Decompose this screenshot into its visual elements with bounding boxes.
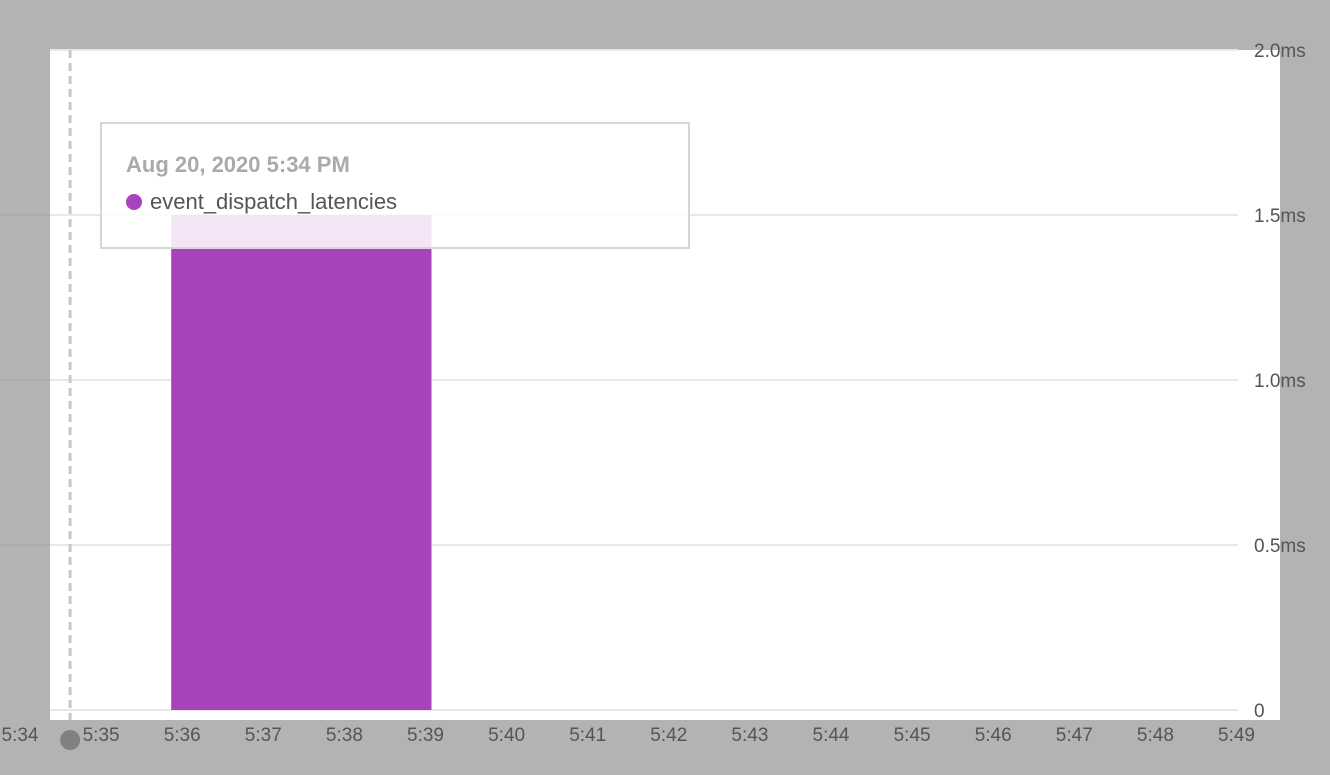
x-tick-label: 5:40 bbox=[488, 725, 525, 746]
x-tick-label: 5:45 bbox=[894, 725, 931, 746]
x-tick-label: 5:43 bbox=[731, 725, 768, 746]
x-tick-label: 5:47 bbox=[1056, 725, 1093, 746]
x-axis-labels: 5:34 5:35 5:36 5:37 5:38 5:39 5:40 5:41 5:42 5:43… bbox=[2, 725, 1255, 746]
x-tick-label: 5:46 bbox=[975, 725, 1012, 746]
y-tick-label: 0 bbox=[1254, 701, 1265, 722]
x-tick-label: 5:36 bbox=[164, 725, 201, 746]
x-tick-label: 5:48 bbox=[1137, 725, 1174, 746]
background-grid bbox=[0, 214, 50, 546]
cursor-handle[interactable] bbox=[60, 730, 81, 750]
bar-series bbox=[171, 215, 432, 710]
x-tick-label: 5:49 bbox=[1218, 725, 1255, 746]
x-tick-label: 5:34 bbox=[2, 725, 39, 746]
y-tick-label: 0.5ms bbox=[1254, 536, 1306, 557]
y-tick-label: 2.0ms bbox=[1254, 41, 1306, 62]
x-tick-label: 5:38 bbox=[326, 725, 363, 746]
x-tick-label: 5:44 bbox=[813, 725, 850, 746]
x-tick-label: 5:39 bbox=[407, 725, 444, 746]
x-tick-label: 5:37 bbox=[245, 725, 282, 746]
x-tick-label: 5:35 bbox=[83, 725, 120, 746]
tooltip-series-dot bbox=[126, 194, 142, 210]
bar[interactable] bbox=[171, 215, 432, 710]
y-tick-label: 1.5ms bbox=[1254, 206, 1306, 227]
tooltip-series-name: event_dispatch_latencies bbox=[150, 189, 397, 214]
y-tick-label: 1.0ms bbox=[1254, 371, 1306, 392]
x-tick-label: 5:42 bbox=[650, 725, 687, 746]
tooltip: Aug 20, 2020 5:34 PM event_dispatch_late… bbox=[100, 122, 690, 249]
tooltip-date: Aug 20, 2020 5:34 PM bbox=[126, 152, 350, 177]
x-tick-label: 5:41 bbox=[569, 725, 606, 746]
tooltip-box bbox=[100, 122, 690, 249]
y-axis-labels: 0 0.5ms 1.0ms 1.5ms 2.0ms bbox=[1254, 41, 1306, 722]
